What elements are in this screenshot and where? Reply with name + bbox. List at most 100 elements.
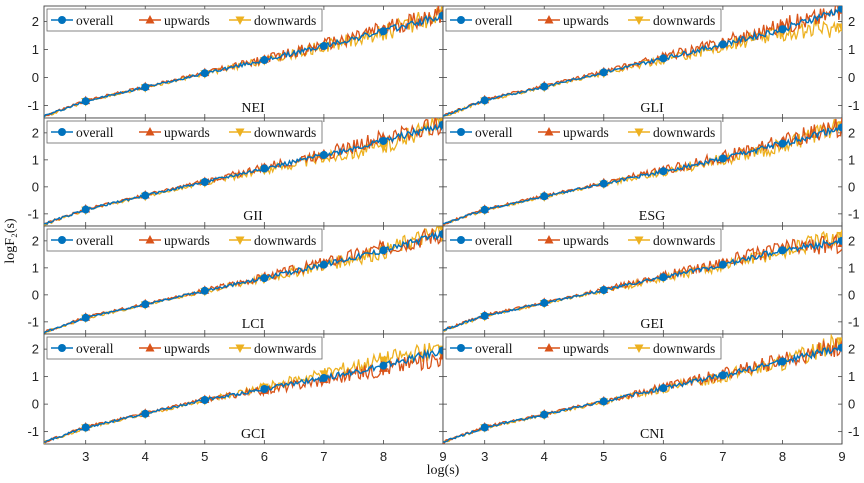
- panel-title: ESG: [639, 209, 665, 224]
- data-point-overall: [200, 177, 209, 186]
- plot-area: [443, 334, 842, 444]
- data-point-overall: [718, 154, 727, 163]
- data-point-overall: [599, 179, 608, 188]
- data-point-overall: [480, 423, 489, 432]
- y-tick-label: 0: [32, 179, 39, 194]
- data-point-overall: [260, 274, 269, 283]
- legend-marker-upwards: [544, 15, 554, 24]
- y-tick-label: 2: [32, 14, 39, 29]
- data-point-overall: [379, 136, 388, 145]
- legend: overall upwards downwards: [46, 228, 323, 252]
- y-tick-label: 1: [848, 152, 855, 167]
- legend-box: [46, 120, 323, 144]
- data-point-overall: [379, 27, 388, 36]
- panel-title: GCI: [241, 427, 265, 442]
- y-tick-label: 2: [848, 342, 855, 357]
- plot-area: [44, 342, 443, 444]
- x-tick-label: 5: [201, 449, 208, 464]
- y-tick-label: -1: [27, 314, 39, 329]
- legend-marker-overall: [58, 236, 66, 244]
- plot-area: [44, 6, 443, 118]
- data-point-overall: [778, 246, 787, 255]
- y-tick-label: 2: [848, 14, 855, 29]
- y-tick-label: 1: [32, 152, 39, 167]
- legend-marker-upwards: [544, 343, 554, 352]
- x-tick-label: 6: [660, 449, 667, 464]
- legend-label-upwards: upwards: [563, 125, 609, 140]
- data-point-overall: [141, 83, 150, 92]
- y-tick-label: 2: [848, 233, 855, 248]
- legend-marker-overall: [58, 344, 66, 352]
- data-point-overall: [718, 40, 727, 49]
- legend-label-upwards: upwards: [563, 13, 609, 28]
- data-point-overall: [319, 260, 328, 269]
- panel-esg: -1 0 1 2 overall upwards downwards ESG: [442, 117, 860, 227]
- data-point-overall: [141, 409, 150, 418]
- legend-label-overall: overall: [76, 341, 114, 356]
- x-axis-label: log(s): [427, 463, 460, 478]
- data-point-overall: [81, 97, 90, 106]
- legend-marker-downwards: [634, 128, 644, 137]
- legend-label-downwards: downwards: [653, 341, 715, 356]
- panel-title: CNI: [640, 427, 664, 442]
- legend-box: [46, 228, 323, 252]
- legend-label-overall: overall: [475, 341, 513, 356]
- legend-label-upwards: upwards: [563, 341, 609, 356]
- panel-title: GII: [243, 209, 263, 224]
- y-tick-label: 1: [848, 260, 855, 275]
- y-tick-label: -1: [27, 206, 39, 221]
- x-tick-label: 4: [142, 449, 149, 464]
- x-tick-label: 8: [380, 449, 387, 464]
- data-point-overall: [81, 313, 90, 322]
- y-tick-label: 1: [848, 42, 855, 57]
- legend: overall upwards downwards: [445, 336, 722, 360]
- legend-label-upwards: upwards: [164, 125, 210, 140]
- series-line-overall: [44, 346, 443, 443]
- data-point-overall: [838, 123, 842, 132]
- x-tick-label: 9: [439, 449, 446, 464]
- data-point-overall: [319, 42, 328, 51]
- data-point-overall: [439, 11, 443, 20]
- plot-area: [44, 118, 443, 226]
- legend-box: [445, 8, 722, 32]
- series-line-overall: [44, 120, 443, 225]
- data-point-overall: [838, 236, 842, 245]
- y-tick-label: 0: [32, 397, 39, 412]
- data-point-overall: [659, 167, 668, 176]
- y-tick-label: 0: [848, 70, 855, 85]
- legend-marker-overall: [457, 236, 465, 244]
- y-tick-label: 2: [32, 125, 39, 140]
- data-point-overall: [480, 96, 489, 105]
- data-point-overall: [200, 286, 209, 295]
- panel-title: NEI: [241, 101, 265, 116]
- legend-label-upwards: upwards: [563, 233, 609, 248]
- data-point-overall: [659, 54, 668, 63]
- data-point-overall: [540, 192, 549, 201]
- legend-marker-overall: [457, 128, 465, 136]
- legend-marker-downwards: [235, 128, 245, 137]
- series-line-overall: [443, 6, 842, 117]
- data-point-downwards: [378, 142, 388, 152]
- legend-label-downwards: downwards: [254, 233, 316, 248]
- data-point-overall: [439, 230, 443, 239]
- x-tick-label: 4: [541, 449, 548, 464]
- legend-label-overall: overall: [475, 125, 513, 140]
- legend-label-overall: overall: [475, 233, 513, 248]
- data-point-overall: [260, 164, 269, 173]
- data-point-overall: [778, 357, 787, 366]
- data-point-overall: [379, 361, 388, 370]
- data-point-overall: [200, 69, 209, 78]
- y-tick-label: -1: [848, 424, 860, 439]
- legend-label-overall: overall: [76, 233, 114, 248]
- legend-marker-upwards: [544, 127, 554, 136]
- series-line-overall: [443, 237, 842, 332]
- y-tick-label: 0: [848, 179, 855, 194]
- data-point-overall: [838, 6, 842, 13]
- data-point-overall: [718, 371, 727, 380]
- legend-label-overall: overall: [76, 125, 114, 140]
- legend-marker-downwards: [634, 16, 644, 25]
- legend-label-upwards: upwards: [164, 341, 210, 356]
- data-point-downwards: [378, 356, 388, 366]
- legend-label-downwards: downwards: [653, 125, 715, 140]
- legend-label-downwards: downwards: [254, 13, 316, 28]
